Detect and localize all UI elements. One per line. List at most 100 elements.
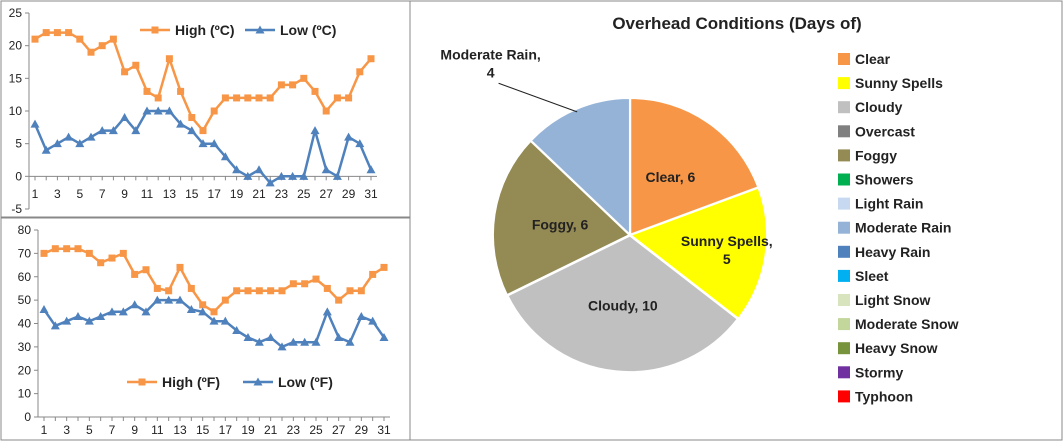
legend-label: Clear (855, 51, 891, 67)
data-point-triangle (209, 316, 219, 325)
data-point-triangle (254, 165, 264, 174)
data-point-square (131, 270, 139, 278)
data-point-triangle (41, 145, 51, 154)
x-tick-label: 17 (208, 187, 222, 201)
data-point-square (177, 87, 185, 95)
pie-slice-label: Cloudy, 10 (588, 297, 658, 313)
data-point-triangle (198, 139, 208, 148)
data-point-triangle (288, 337, 298, 346)
data-point-triangle (120, 113, 130, 122)
data-point-square (369, 270, 377, 278)
x-tick-label: 25 (309, 423, 323, 437)
data-point-triangle (198, 307, 208, 316)
legend-item-sleet: Sleet (838, 268, 889, 284)
data-point-square (289, 81, 297, 89)
x-tick-label: 13 (173, 423, 187, 437)
y-tick-label: 0 (15, 169, 22, 183)
legend-item-typhoon: Typhoon (838, 388, 913, 404)
x-tick-label: 21 (264, 423, 278, 437)
legend-label: Heavy Rain (855, 244, 930, 260)
x-tick-label: 31 (377, 423, 391, 437)
data-point-square (233, 287, 241, 295)
x-tick-label: 9 (131, 423, 138, 437)
data-point-triangle (108, 126, 118, 135)
legend-swatch (838, 77, 850, 90)
data-point-triangle (266, 333, 276, 342)
data-point-triangle (220, 316, 230, 325)
data-point-triangle (220, 152, 230, 161)
legend-entry: High (ºF) (127, 374, 220, 390)
legend-label: Moderate Snow (855, 316, 959, 332)
legend-swatch (838, 125, 850, 138)
data-point-square (333, 94, 341, 102)
pie-slice-sunny-spells (629, 186, 768, 320)
data-point-triangle (310, 126, 320, 135)
data-point-square (266, 94, 274, 102)
data-point-triangle (164, 106, 174, 115)
data-point-square (278, 287, 286, 295)
data-point-square (65, 29, 73, 37)
data-point-square (289, 280, 297, 288)
x-tick-label: 11 (141, 187, 154, 201)
data-point-square (210, 308, 218, 316)
data-point-triangle (243, 333, 253, 342)
y-tick-label: -5 (11, 202, 22, 216)
data-point-square (255, 287, 263, 295)
legend-item-heavy-rain: Heavy Rain (838, 244, 930, 260)
pie-slice-clear (629, 97, 759, 236)
data-point-triangle (142, 106, 152, 115)
data-point-triangle (265, 178, 275, 187)
x-tick-label: 21 (252, 187, 266, 201)
data-point-square (221, 94, 229, 102)
x-tick-label: 7 (99, 187, 106, 201)
legend-swatch (838, 269, 850, 282)
data-point-square (244, 287, 252, 295)
data-point-square (31, 35, 39, 43)
y-tick-label: 40 (18, 317, 32, 331)
data-point-triangle (344, 132, 354, 141)
legend-item-cloudy: Cloudy (838, 99, 903, 115)
data-point-square (357, 287, 365, 295)
data-point-triangle (186, 304, 196, 313)
legend-swatch-marker (255, 25, 265, 34)
data-point-triangle (73, 311, 83, 320)
x-tick-label: 17 (219, 423, 233, 437)
data-point-triangle (321, 165, 331, 174)
legend-swatch-marker (138, 378, 146, 386)
legend-item-overcast: Overcast (838, 123, 915, 139)
pie-slice-label: 5 (723, 251, 731, 267)
legend-label: Low (ºC) (280, 22, 336, 38)
data-point-triangle (254, 337, 264, 346)
data-point-triangle (243, 171, 253, 180)
data-point-square (74, 245, 82, 253)
x-tick-label: 23 (287, 423, 301, 437)
data-point-square (244, 94, 252, 102)
x-tick-label: 5 (76, 187, 83, 201)
x-tick-label: 9 (121, 187, 128, 201)
pie-slice-label: Moderate Rain, (440, 46, 540, 62)
legend-label: Typhoon (855, 388, 913, 404)
legend-label: High (ºF) (162, 374, 220, 390)
data-point-square (87, 48, 95, 56)
data-point-square (97, 259, 105, 267)
x-tick-label: 13 (163, 187, 177, 201)
data-point-triangle (153, 106, 163, 115)
legend-swatch-marker (151, 26, 159, 34)
legend-label: Showers (855, 172, 914, 188)
data-point-square (153, 284, 161, 292)
data-point-triangle (187, 126, 197, 135)
legend-swatch (838, 342, 850, 355)
data-point-triangle (107, 307, 117, 316)
data-point-square (367, 55, 375, 63)
legend-label: High (ºC) (175, 22, 235, 38)
legend-swatch (838, 390, 850, 403)
legend-item-stormy: Stormy (838, 364, 903, 380)
x-tick-label: 1 (41, 423, 48, 437)
data-point-square (221, 296, 229, 304)
data-point-triangle (356, 311, 366, 320)
data-point-square (335, 296, 343, 304)
data-point-square (40, 249, 48, 257)
data-point-triangle (300, 337, 310, 346)
